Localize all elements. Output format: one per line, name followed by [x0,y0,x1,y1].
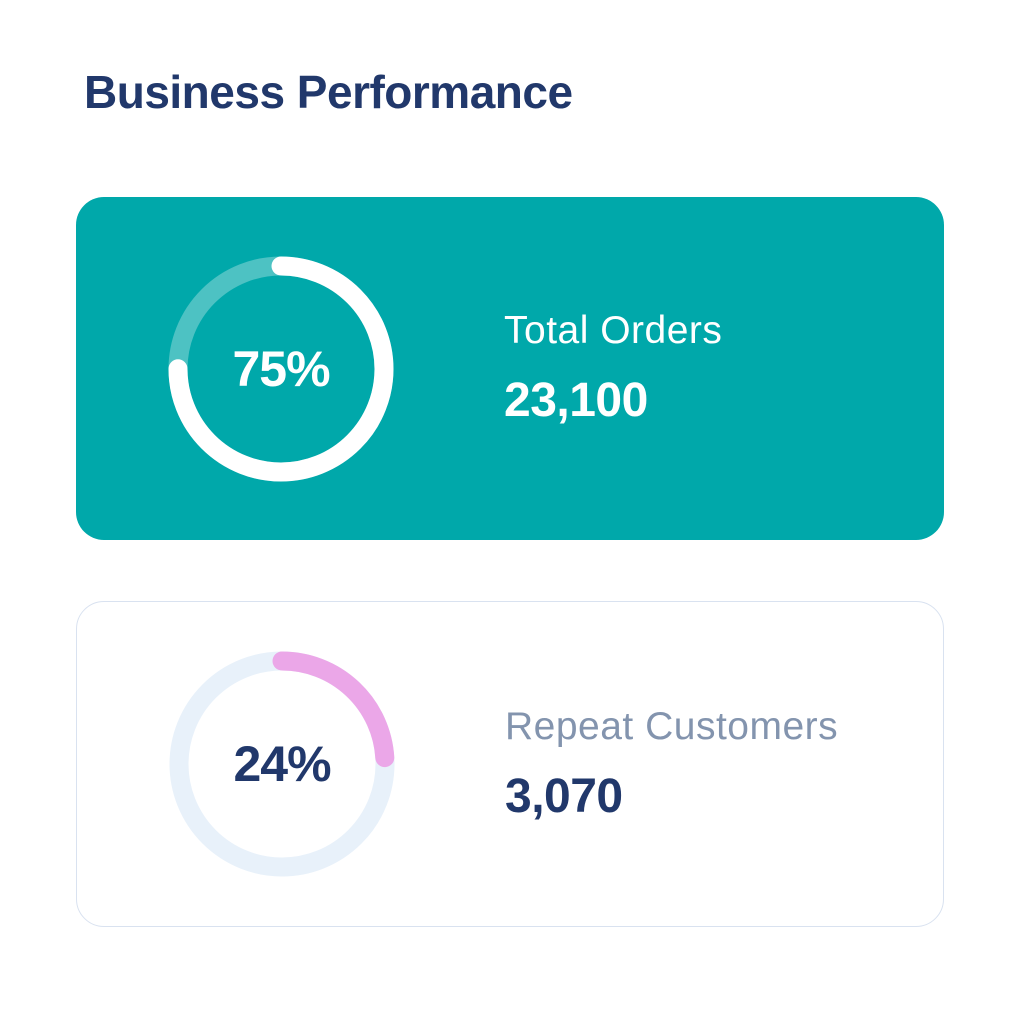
repeat-customers-label: Repeat Customers [505,704,839,748]
ring-progress-arc [168,256,394,481]
repeat-customers-card: 24% Repeat Customers 3,070 [76,601,944,927]
repeat-customers-kpi: Repeat Customers 3,070 [505,705,838,824]
repeat-customers-progress-ring: 24% [167,649,397,879]
repeat-customers-value: 3,070 [505,769,623,823]
donut-gauge-svg [168,256,394,481]
total-orders-card: 75% Total Orders 23,100 [76,197,944,540]
total-orders-progress-ring: 75% [166,254,396,484]
total-orders-kpi: Total Orders 23,100 [504,309,722,428]
ring-progress-arc [169,651,395,877]
repeat-customers-percent-label: 24% [233,736,331,792]
donut-gauge-svg [169,651,395,877]
total-orders-value: 23,100 [504,374,648,427]
total-orders-label: Total Orders [504,309,723,352]
page-title: Business Performance [84,66,573,118]
total-orders-percent-label: 75% [232,340,330,397]
